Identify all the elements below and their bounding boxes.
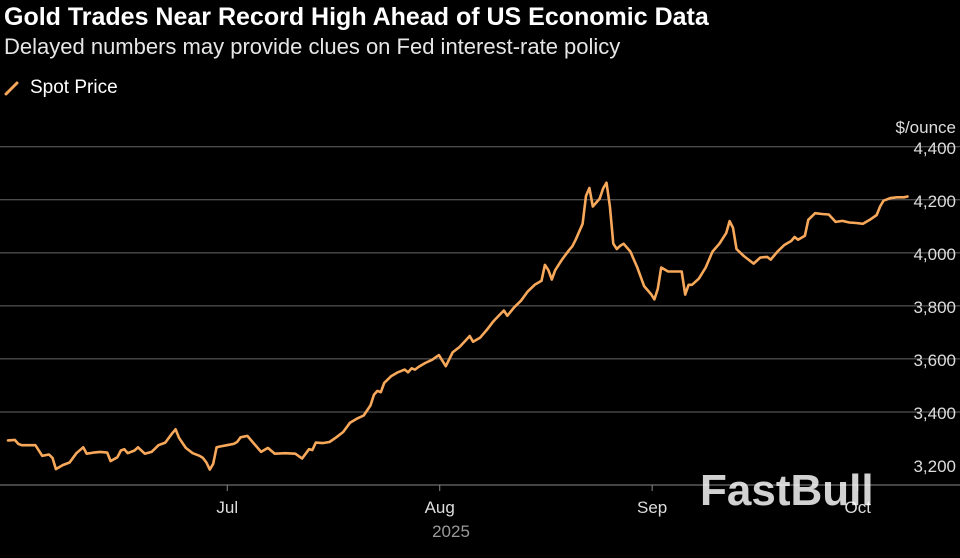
y-tick-label: 3,200 — [913, 457, 956, 476]
y-axis-unit: $/ounce — [896, 118, 957, 137]
x-tick-label: Oct — [844, 498, 871, 517]
x-tick-label: Aug — [425, 498, 455, 517]
x-axis: JulAugSepOctNovDec — [216, 485, 871, 517]
y-axis: 3,200 3,400 3,600 3,800 4,000 4,200 4,400 — [913, 139, 956, 476]
x-tick-label: Jul — [216, 498, 238, 517]
watermark-logo: FastBull — [700, 466, 874, 515]
legend: Spot Price — [4, 77, 118, 99]
y-tick-label: 3,800 — [913, 298, 956, 317]
spot-price-line — [6, 181, 909, 471]
grid — [0, 146, 960, 486]
legend-line-icon — [4, 81, 19, 96]
y-tick-label: 4,200 — [913, 192, 956, 211]
y-tick-label: 3,400 — [913, 404, 956, 423]
y-tick-label: 4,400 — [913, 139, 956, 158]
chart-title: Gold Trades Near Record High Ahead of US… — [4, 3, 709, 31]
x-tick-label: Sep — [637, 498, 667, 517]
legend-label: Spot Price — [30, 77, 118, 98]
y-tick-label: 3,600 — [913, 351, 956, 370]
y-tick-label: 4,000 — [913, 245, 956, 264]
x-axis-year: 2025 — [432, 522, 470, 541]
chart-subtitle: Delayed numbers may provide clues on Fed… — [4, 34, 621, 59]
